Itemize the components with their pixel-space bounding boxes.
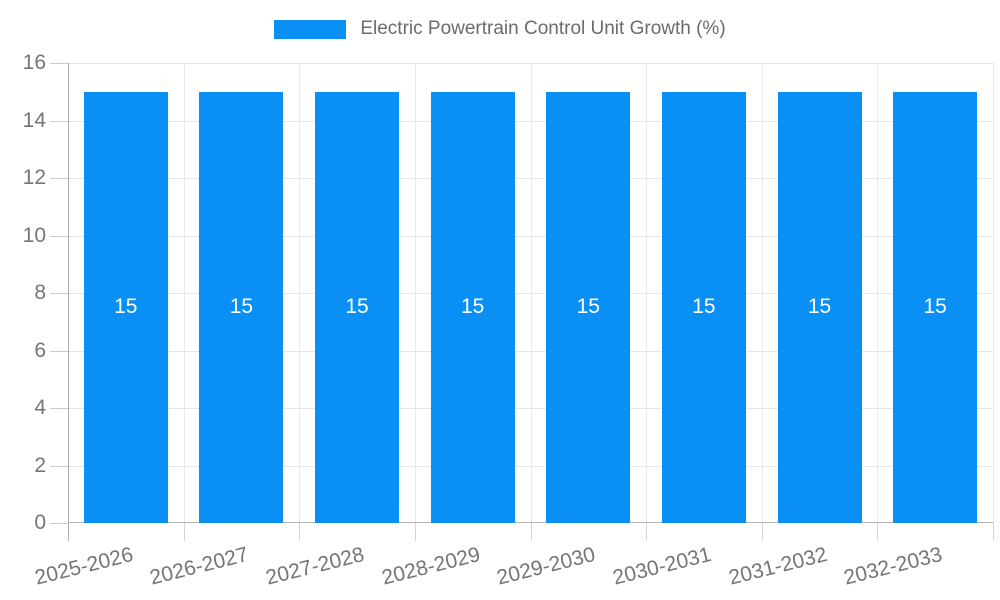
bar-value-label: 15 — [807, 295, 832, 319]
bar-value-label: 15 — [114, 295, 138, 319]
x-axis-line — [68, 522, 993, 523]
bar[interactable] — [199, 91, 284, 523]
legend-label: Electric Powertrain Control Unit Growth … — [360, 18, 726, 39]
y-axis-tick — [50, 465, 68, 467]
y-tick-label: 2 — [34, 453, 46, 477]
gridline-vertical — [646, 63, 648, 523]
y-tick-label: 4 — [34, 396, 46, 419]
y-axis-tick — [50, 523, 68, 524]
bar-value-label: 15 — [229, 295, 254, 319]
x-axis-tick — [414, 523, 416, 541]
y-tick-label: 16 — [22, 51, 46, 74]
legend-swatch — [274, 19, 347, 39]
y-axis-tick — [50, 63, 68, 64]
x-axis-tick — [993, 523, 994, 541]
x-axis-tick — [761, 523, 763, 541]
x-axis-tick — [183, 523, 185, 541]
chart-legend[interactable]: Electric Powertrain Control Unit Growth … — [0, 18, 1000, 40]
bar-value-label: 15 — [923, 295, 947, 319]
x-axis-tick — [299, 523, 301, 541]
bar[interactable] — [315, 91, 400, 523]
plot-area: 0 2 4 6 8 10 12 14 16 15 15 15 15 15 15 15 15 2025-2026 20… — [23, 51, 994, 590]
x-axis-tick — [530, 523, 532, 541]
y-axis-tick — [50, 178, 68, 179]
gridline-vertical — [761, 63, 763, 523]
bar-value-label: 15 — [692, 295, 716, 319]
y-axis-tick — [50, 120, 68, 122]
bar-value-label: 15 — [576, 295, 600, 319]
y-axis-tick — [50, 408, 68, 409]
y-tick-label: 14 — [22, 108, 46, 132]
y-axis-tick — [50, 293, 68, 294]
gridline-vertical — [530, 63, 532, 523]
y-axis-tick — [50, 350, 68, 352]
gridline-vertical — [299, 63, 301, 523]
bar[interactable] — [546, 91, 631, 523]
y-tick-label: 6 — [34, 338, 46, 362]
y-tick-label: 12 — [22, 166, 46, 189]
y-tick-label: 10 — [22, 223, 46, 247]
bar[interactable] — [430, 91, 515, 523]
bar[interactable] — [893, 91, 978, 523]
bar[interactable] — [83, 91, 168, 523]
y-tick-label: 0 — [34, 511, 46, 534]
x-axis-tick — [877, 523, 879, 541]
y-tick-label: 8 — [34, 281, 46, 304]
bar-value-label: 15 — [345, 295, 369, 319]
bar-value-label: 15 — [461, 295, 485, 319]
bar[interactable] — [661, 91, 746, 523]
y-axis-line — [68, 63, 69, 541]
gridline-vertical — [993, 63, 994, 523]
gridline-vertical — [183, 63, 185, 523]
x-axis-tick — [646, 523, 648, 541]
gridline-vertical — [414, 63, 416, 523]
gridline-vertical — [877, 63, 879, 523]
bar[interactable] — [777, 91, 862, 523]
y-axis-tick — [50, 235, 68, 237]
